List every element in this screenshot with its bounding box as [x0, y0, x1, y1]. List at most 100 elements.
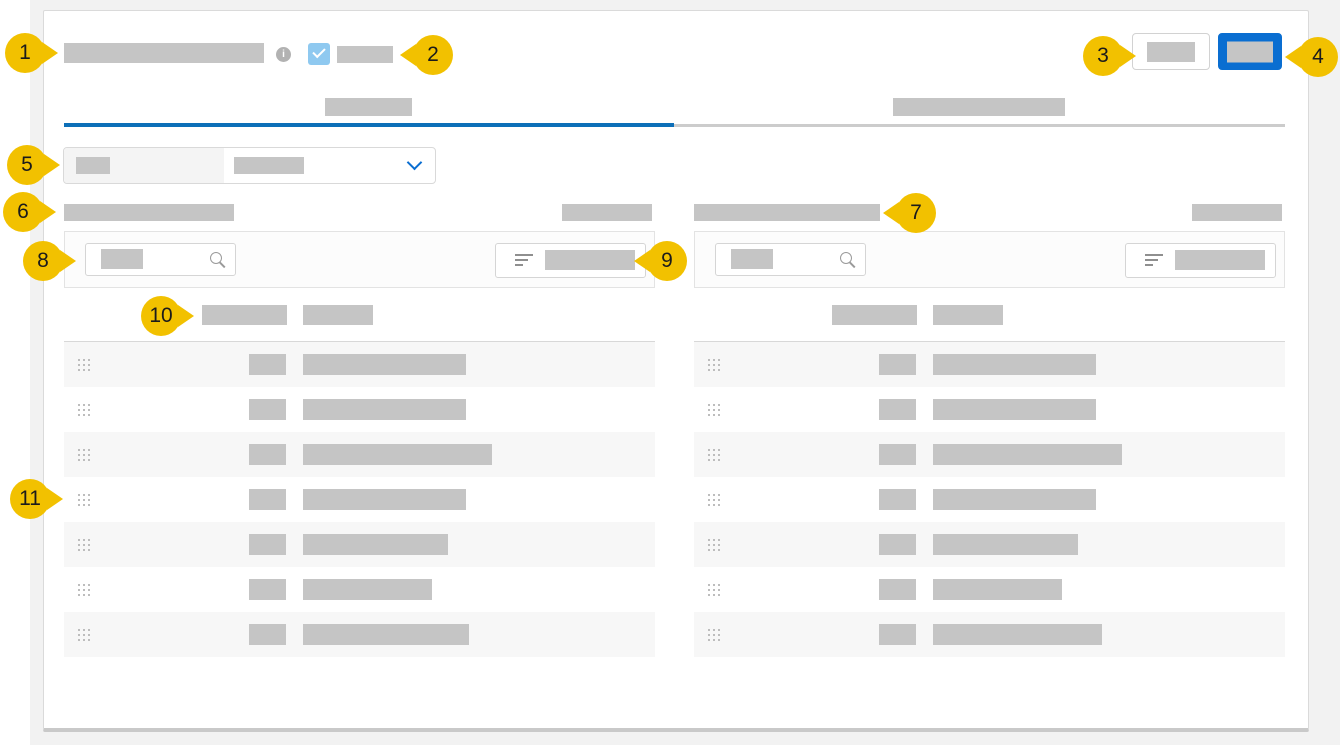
- list-item[interactable]: [64, 477, 655, 522]
- item-key-placeholder: [879, 399, 916, 420]
- callout-badge-8: 8: [23, 241, 63, 281]
- list-item[interactable]: [64, 387, 655, 432]
- tab-inactive-underline: [674, 124, 1285, 127]
- item-label-placeholder: [933, 624, 1102, 645]
- list-item[interactable]: [694, 432, 1285, 477]
- item-label-placeholder: [933, 489, 1096, 510]
- list-item[interactable]: [694, 522, 1285, 567]
- list-item[interactable]: [64, 567, 655, 612]
- list-item[interactable]: [694, 342, 1285, 387]
- item-key-placeholder: [879, 534, 916, 555]
- drag-handle-icon[interactable]: [78, 583, 90, 596]
- list-item[interactable]: [64, 432, 655, 477]
- callout-badge-5: 5: [7, 145, 47, 185]
- sort-label-placeholder: [1175, 250, 1265, 270]
- item-label-placeholder: [303, 534, 448, 555]
- checkbox-label-placeholder: [337, 46, 393, 63]
- callout-badge-2: 2: [413, 35, 453, 75]
- column-header-2-placeholder-left: [303, 305, 373, 325]
- drag-handle-icon[interactable]: [708, 538, 720, 551]
- tab-active-underline: [64, 123, 674, 127]
- list-count-placeholder-right: [1192, 204, 1282, 221]
- callout-badge-11: 11: [10, 479, 50, 519]
- sort-icon: [515, 254, 533, 268]
- column-header-1-placeholder-left: [202, 305, 287, 325]
- checkbox[interactable]: [308, 43, 330, 65]
- primary-button[interactable]: [1218, 33, 1282, 70]
- item-label-placeholder: [303, 399, 466, 420]
- list-item[interactable]: [694, 567, 1285, 612]
- tab-inactive-label-placeholder: [893, 98, 1065, 116]
- tab-inactive[interactable]: [674, 90, 1285, 128]
- sort-label-placeholder: [545, 250, 635, 270]
- item-key-placeholder: [249, 444, 286, 465]
- list-item[interactable]: [694, 477, 1285, 522]
- info-icon[interactable]: [276, 47, 291, 62]
- drag-handle-icon[interactable]: [78, 628, 90, 641]
- list-toolbar-left: [64, 231, 655, 288]
- item-label-placeholder: [303, 624, 469, 645]
- secondary-button-label-placeholder: [1147, 41, 1195, 62]
- item-label-placeholder: [303, 579, 432, 600]
- list-count-placeholder-left: [562, 204, 652, 221]
- drag-handle-icon[interactable]: [708, 628, 720, 641]
- item-key-placeholder: [249, 579, 286, 600]
- drag-handle-icon[interactable]: [708, 358, 720, 371]
- drag-handle-icon[interactable]: [78, 493, 90, 506]
- callout-badge-4: 4: [1298, 37, 1338, 77]
- search-placeholder: [101, 249, 143, 269]
- search-icon: [210, 252, 222, 264]
- list-item[interactable]: [64, 342, 655, 387]
- drag-handle-icon[interactable]: [78, 358, 90, 371]
- item-key-placeholder: [249, 399, 286, 420]
- drag-handle-icon[interactable]: [78, 538, 90, 551]
- item-label-placeholder: [933, 399, 1096, 420]
- list-title-placeholder-left: [64, 204, 234, 221]
- chevron-down-icon: [406, 154, 423, 171]
- search-icon: [840, 252, 852, 264]
- dialog-title-placeholder: [64, 43, 264, 63]
- secondary-button[interactable]: [1132, 33, 1210, 70]
- dropdown-label-placeholder: [76, 157, 110, 174]
- column-header-1-placeholder-right: [832, 305, 917, 325]
- item-label-placeholder: [933, 579, 1062, 600]
- search-field-right[interactable]: [715, 243, 866, 276]
- tab-active[interactable]: [64, 90, 674, 128]
- drag-handle-icon[interactable]: [708, 583, 720, 596]
- list-item[interactable]: [64, 522, 655, 567]
- drag-handle-icon[interactable]: [708, 403, 720, 416]
- item-label-placeholder: [933, 444, 1122, 465]
- item-key-placeholder: [879, 354, 916, 375]
- group-by-dropdown[interactable]: [63, 147, 436, 184]
- dropdown-value-placeholder: [234, 157, 304, 174]
- search-field-left[interactable]: [85, 243, 236, 276]
- drag-handle-icon[interactable]: [78, 448, 90, 461]
- item-key-placeholder: [249, 534, 286, 555]
- sort-button-left[interactable]: [495, 243, 646, 278]
- list-toolbar-right: [694, 231, 1285, 288]
- item-label-placeholder: [303, 354, 466, 375]
- item-key-placeholder: [249, 624, 286, 645]
- item-key-placeholder: [249, 489, 286, 510]
- search-placeholder: [731, 249, 773, 269]
- sort-icon: [1145, 254, 1163, 268]
- callout-badge-6: 6: [3, 192, 43, 232]
- list-item[interactable]: [694, 612, 1285, 657]
- list-item[interactable]: [64, 612, 655, 657]
- drag-handle-icon[interactable]: [708, 493, 720, 506]
- callout-badge-9: 9: [647, 241, 687, 281]
- drag-handle-icon[interactable]: [708, 448, 720, 461]
- sort-button-right[interactable]: [1125, 243, 1276, 278]
- list-item[interactable]: [694, 387, 1285, 432]
- item-label-placeholder: [303, 444, 492, 465]
- item-key-placeholder: [879, 444, 916, 465]
- item-key-placeholder: [879, 579, 916, 600]
- column-header-2-placeholder-right: [933, 305, 1003, 325]
- tab-active-label-placeholder: [325, 98, 412, 116]
- item-key-placeholder: [249, 354, 286, 375]
- item-label-placeholder: [303, 489, 466, 510]
- list-title-placeholder-right: [694, 204, 880, 221]
- drag-handle-icon[interactable]: [78, 403, 90, 416]
- table-header-separator-right: [694, 341, 1285, 342]
